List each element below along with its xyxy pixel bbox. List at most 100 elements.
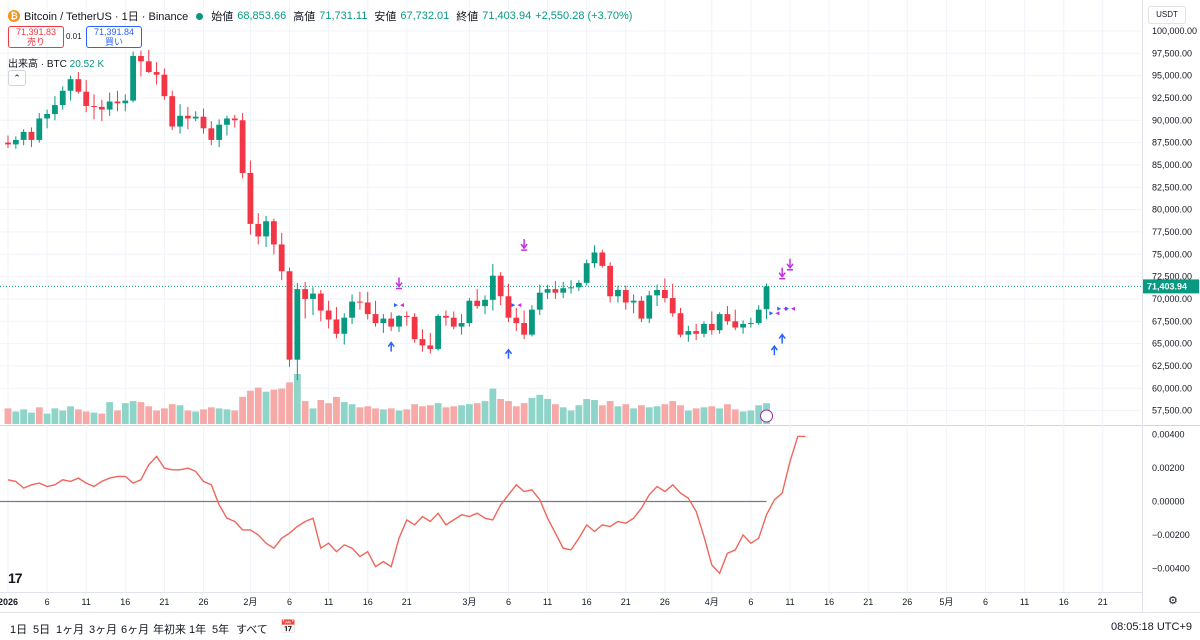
candle-body bbox=[380, 318, 387, 324]
volume-bar bbox=[247, 390, 254, 424]
cross-marker-right bbox=[400, 303, 404, 308]
candle-body bbox=[357, 301, 363, 303]
range-5d[interactable]: 5日 bbox=[33, 624, 51, 636]
volume-bar bbox=[450, 406, 458, 424]
time-tick-label: 26 bbox=[902, 597, 912, 607]
volume-bar bbox=[153, 410, 160, 424]
candle-body bbox=[5, 142, 11, 145]
volume-bar bbox=[489, 388, 497, 424]
range-1y[interactable]: 1年 bbox=[189, 624, 207, 636]
time-tick-label: 3月 bbox=[462, 597, 476, 607]
osc-tick-label: 0.00200 bbox=[1152, 463, 1185, 473]
volume-bar bbox=[473, 403, 481, 424]
clock[interactable]: 08:05:18 UTC+9 bbox=[1110, 621, 1192, 633]
currency-selector[interactable]: USDT bbox=[1148, 6, 1186, 24]
volume-bar bbox=[411, 404, 419, 424]
volume-bar bbox=[114, 410, 121, 424]
candle-body bbox=[75, 79, 82, 92]
volume-bar bbox=[239, 396, 246, 424]
collapse-legend-button[interactable]: ⌃ bbox=[8, 70, 26, 86]
volume-bar bbox=[434, 403, 442, 424]
candle-body bbox=[505, 296, 512, 318]
candle-body bbox=[239, 120, 246, 173]
volume-bar bbox=[333, 396, 340, 424]
candle-body bbox=[575, 282, 582, 288]
range-1d[interactable]: 1日 bbox=[10, 624, 28, 636]
volume-bar bbox=[520, 403, 528, 424]
range-5y[interactable]: 5年 bbox=[212, 624, 230, 636]
buy-button[interactable]: 71,391.84 買い bbox=[86, 26, 142, 48]
candle-body bbox=[263, 221, 269, 237]
volume-bar bbox=[215, 408, 223, 424]
bottom-toolbar: 1日 5日 1ヶ月 3ヶ月 6ヶ月 年初来 1年 5年 すべて 📅 08:05:… bbox=[0, 612, 1200, 640]
time-tick-label: 16 bbox=[1059, 597, 1069, 607]
candle-body bbox=[247, 172, 254, 224]
time-tick-label: 6 bbox=[506, 597, 511, 607]
candle-body bbox=[278, 244, 285, 272]
volume-bar bbox=[739, 411, 747, 424]
cross-marker-left bbox=[394, 303, 398, 308]
candle-body bbox=[669, 298, 676, 314]
range-1m[interactable]: 1ヶ月 bbox=[56, 624, 85, 636]
volume-bars bbox=[4, 374, 770, 424]
time-tick-label: 6 bbox=[287, 597, 292, 607]
volume-bar bbox=[481, 401, 489, 424]
volume-bar bbox=[145, 406, 153, 424]
time-axis[interactable]: 2026 6 11 16 21 26 2月 6 11 16 21 3月 6 11 16 21 26 4月 6 11 16… bbox=[0, 597, 1108, 607]
range-3m[interactable]: 3ヶ月 bbox=[89, 624, 118, 636]
price-axis[interactable]: 57,500.00 60,000.00 62,500.00 65,000.00 67,5… bbox=[1143, 26, 1199, 573]
volume-bar bbox=[512, 406, 520, 424]
cross-marker-right bbox=[775, 311, 780, 316]
candle-body bbox=[372, 314, 379, 324]
volume-bar bbox=[372, 408, 379, 424]
volume-bar bbox=[12, 411, 20, 424]
volume-bar bbox=[552, 404, 559, 424]
calendar-icon[interactable]: 📅 bbox=[280, 619, 297, 634]
volume-bar bbox=[82, 411, 90, 424]
symbol-title[interactable]: Bitcoin / TetherUS · 1日 · Binance bbox=[24, 11, 189, 23]
settings-gear-icon[interactable]: ⚙ bbox=[1168, 595, 1178, 607]
candlestick-series bbox=[5, 49, 770, 381]
candle-body bbox=[145, 61, 152, 73]
volume-legend: 出来高 · BTC 20.52 K bbox=[8, 55, 104, 70]
candle-body bbox=[192, 116, 199, 119]
volume-bar bbox=[700, 407, 708, 424]
signal-down-arrowhead bbox=[786, 263, 794, 270]
time-tick-label: 21 bbox=[1098, 597, 1108, 607]
range-6m[interactable]: 6ヶ月 bbox=[121, 624, 150, 636]
candle-body bbox=[161, 74, 168, 97]
price-tick-label: 67,500.00 bbox=[1152, 316, 1192, 326]
sell-price: 71,391.83 bbox=[15, 27, 57, 37]
market-status-dot bbox=[196, 12, 204, 20]
price-tick-label: 85,000.00 bbox=[1152, 160, 1192, 170]
volume-bar bbox=[653, 406, 661, 424]
candle-body bbox=[349, 301, 355, 318]
time-tick-label: 16 bbox=[363, 597, 373, 607]
time-tick-label: 11 bbox=[543, 597, 552, 607]
volume-bar bbox=[293, 374, 301, 424]
time-tick-label: 16 bbox=[582, 597, 592, 607]
price-tick-label: 75,000.00 bbox=[1152, 249, 1192, 259]
candle-body bbox=[513, 317, 520, 324]
time-tick-label: 21 bbox=[402, 597, 412, 607]
candle-body bbox=[12, 139, 19, 145]
sell-button[interactable]: 71,391.83 売り bbox=[8, 26, 64, 48]
volume-bar bbox=[51, 408, 59, 424]
cross-marker-right bbox=[517, 303, 522, 308]
price-tick-label: 57,500.00 bbox=[1152, 406, 1192, 416]
candle-body bbox=[638, 300, 645, 319]
tradingview-logo[interactable]: 17 bbox=[8, 570, 23, 586]
volume-bar bbox=[403, 409, 411, 424]
bitcoin-icon: ₿ bbox=[8, 10, 20, 22]
volume-bar bbox=[755, 405, 763, 424]
price-tick-label: 82,500.00 bbox=[1152, 182, 1192, 192]
candle-body bbox=[396, 315, 402, 327]
time-tick-label: 11 bbox=[1020, 597, 1029, 607]
candle-body bbox=[529, 309, 535, 335]
volume-bar bbox=[458, 405, 465, 424]
oscillator-pane bbox=[0, 435, 806, 575]
range-all[interactable]: すべて bbox=[236, 624, 268, 636]
range-ytd[interactable]: 年初来 bbox=[153, 624, 186, 636]
candle-body bbox=[294, 289, 301, 360]
